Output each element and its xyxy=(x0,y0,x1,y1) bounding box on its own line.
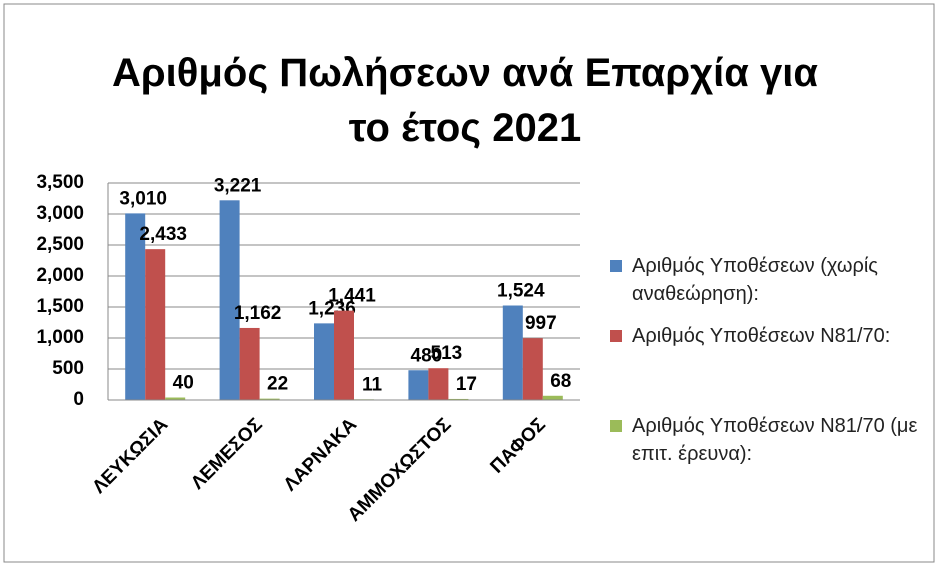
bar xyxy=(522,338,543,400)
y-tick-label: 0 xyxy=(73,389,84,410)
y-tick-label: 500 xyxy=(52,358,84,379)
data-label: 3,221 xyxy=(214,175,262,196)
data-label: 480 xyxy=(411,345,443,366)
bar xyxy=(502,305,523,400)
data-label: 1,441 xyxy=(328,286,376,307)
y-tick-label: 2,500 xyxy=(36,234,84,255)
legend-label: Αριθμός Υποθέσεων N81/70 (με επιτ. έρευν… xyxy=(632,415,918,465)
data-label: 17 xyxy=(456,374,477,395)
legend-item: Αριθμός Υποθέσεων N81/70 (με επιτ. έρευν… xyxy=(610,412,930,468)
y-tick-label: 3,500 xyxy=(36,172,84,193)
data-label: 3,010 xyxy=(119,188,167,209)
bar xyxy=(125,213,146,400)
bar xyxy=(428,368,449,400)
chart-title: Αριθμός Πωλήσεων ανά Επαρχία για το έτος … xyxy=(112,51,818,150)
bar xyxy=(448,398,469,400)
bar xyxy=(314,323,334,400)
data-label: 2,433 xyxy=(139,224,187,245)
bar xyxy=(239,327,260,400)
bar xyxy=(219,200,240,400)
data-label: 997 xyxy=(525,313,557,334)
y-tick-label: 3,000 xyxy=(36,203,84,224)
legend-swatch xyxy=(610,420,622,432)
y-tick-label: 2,000 xyxy=(36,265,84,286)
data-label: 68 xyxy=(550,371,571,392)
bar xyxy=(542,395,563,400)
data-label: 11 xyxy=(362,374,383,395)
bar xyxy=(145,249,166,400)
y-tick-label: 1,500 xyxy=(36,296,84,317)
bar xyxy=(408,370,429,400)
legend-item: Αριθμός Υποθέσεων N81/70: xyxy=(610,322,930,350)
data-label: 1,524 xyxy=(497,281,545,302)
legend-swatch xyxy=(610,330,622,342)
data-label: 1,162 xyxy=(234,303,282,324)
bar xyxy=(334,310,354,400)
legend-label: Αριθμός Υποθέσεων N81/70: xyxy=(632,325,891,347)
legend-swatch xyxy=(610,260,622,272)
data-label: 40 xyxy=(173,373,194,394)
data-label: 22 xyxy=(267,374,288,395)
legend-item: Αριθμός Υποθέσεων (χωρίς αναθεώρηση): xyxy=(610,252,930,308)
bar xyxy=(165,397,186,400)
data-label: 513 xyxy=(431,343,463,364)
legend-label: Αριθμός Υποθέσεων (χωρίς αναθεώρηση): xyxy=(632,255,878,305)
y-tick-label: 1,000 xyxy=(36,327,84,348)
bar xyxy=(259,398,280,400)
